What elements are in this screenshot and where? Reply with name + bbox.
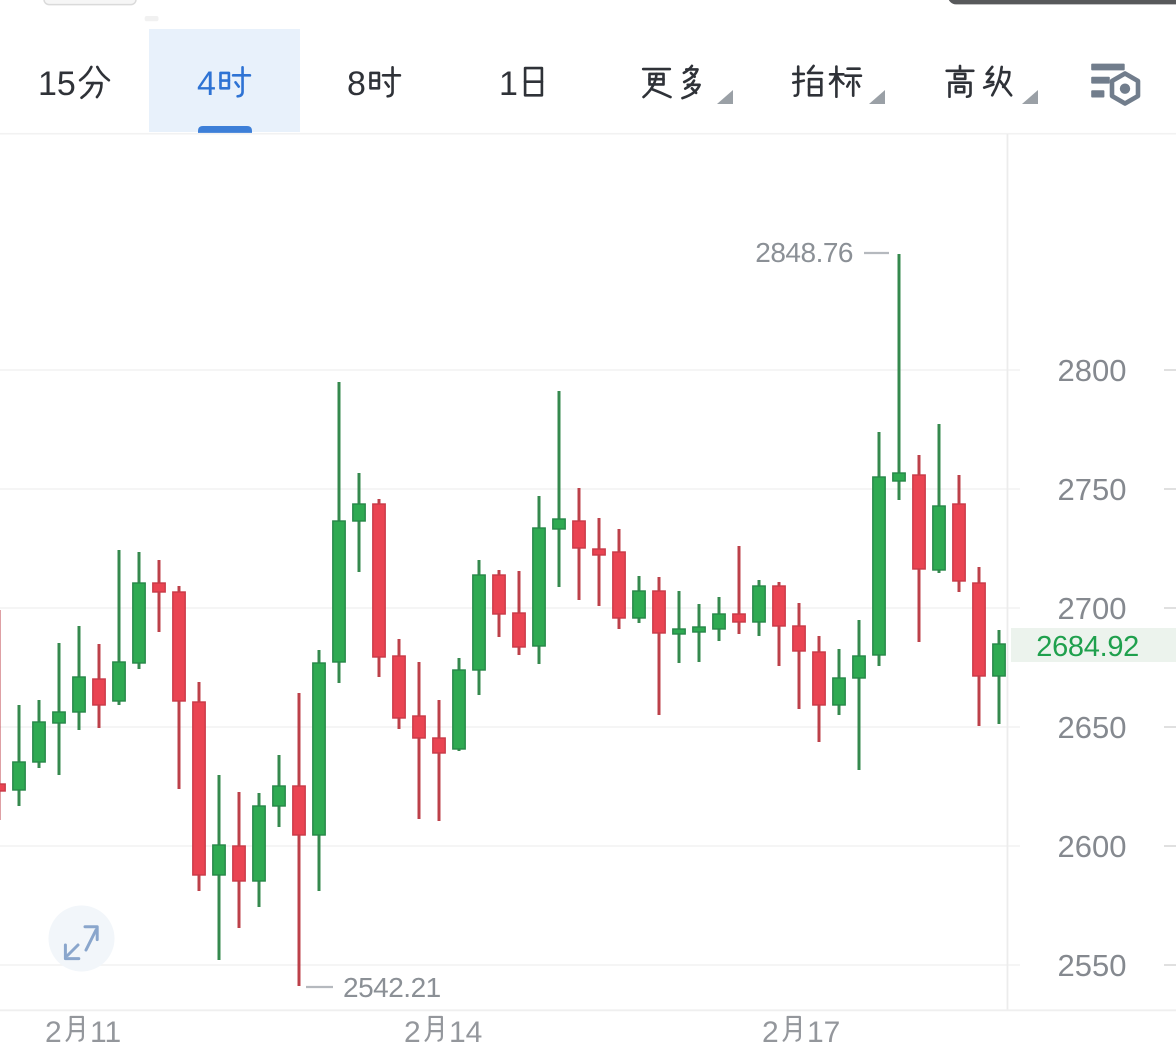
svg-text:14: 14 (449, 1016, 482, 1046)
svg-text:15: 15 (38, 65, 76, 103)
svg-text:4: 4 (197, 65, 216, 103)
svg-text:2600: 2600 (1058, 829, 1127, 864)
svg-text:11: 11 (90, 1016, 121, 1046)
svg-text:2542.21: 2542.21 (343, 972, 441, 1003)
svg-text:2684.92: 2684.92 (1036, 631, 1139, 663)
svg-text:2: 2 (762, 1016, 779, 1046)
svg-text:17: 17 (807, 1016, 840, 1046)
svg-text:2550: 2550 (1058, 948, 1127, 983)
svg-text:2650: 2650 (1058, 710, 1127, 745)
svg-text:2: 2 (45, 1016, 62, 1046)
svg-text:1: 1 (499, 65, 518, 103)
svg-text:2700: 2700 (1058, 591, 1127, 626)
svg-text:2750: 2750 (1058, 472, 1127, 507)
svg-text:2: 2 (404, 1016, 421, 1046)
svg-text:8: 8 (347, 65, 366, 103)
svg-text:2848.76: 2848.76 (755, 237, 853, 268)
svg-text:2800: 2800 (1058, 353, 1127, 388)
